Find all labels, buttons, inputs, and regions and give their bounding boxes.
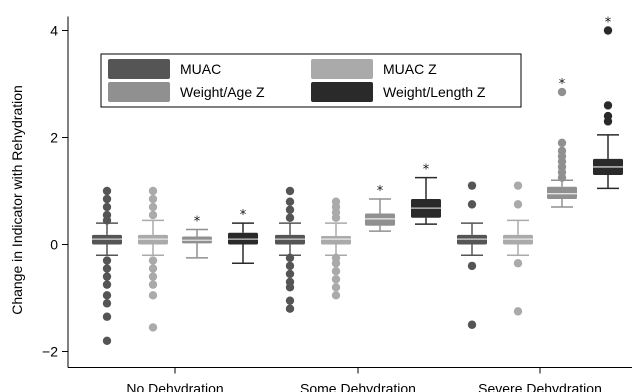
outlier-point [467, 320, 477, 329]
outlier-point [513, 181, 523, 190]
outlier-point [331, 213, 341, 222]
outlier-point [467, 200, 477, 209]
outlier-point [467, 261, 477, 271]
outlier-point [102, 336, 112, 345]
outlier-point [557, 138, 567, 148]
significance-star: * [423, 163, 430, 178]
outlier-point [285, 186, 295, 196]
outlier-point [285, 205, 295, 214]
box-body [365, 213, 395, 226]
box-2-1: * [365, 184, 395, 232]
outlier-point [148, 280, 158, 289]
outlier-point [331, 267, 341, 276]
outlier-point [148, 256, 158, 265]
legend-swatch [311, 59, 373, 79]
outlier-point [557, 146, 567, 156]
outlier-point [102, 216, 112, 225]
legend-item-1: MUAC Z [311, 59, 437, 79]
legend-item-3: Weight/Length Z [311, 82, 486, 102]
outlier-point [603, 111, 613, 121]
outlier-point [285, 213, 295, 222]
outlier-point [603, 26, 613, 35]
box-3-2: * [593, 16, 623, 190]
significance-star: * [605, 16, 612, 31]
y-tick-label: −2 [42, 344, 58, 360]
x-tick-label: Severe Dehydration [478, 381, 602, 392]
box-1-0 [138, 186, 168, 332]
significance-star: * [377, 184, 384, 199]
outlier-point [285, 197, 295, 206]
outlier-point [148, 323, 158, 332]
box-2-2: * [547, 77, 577, 208]
legend-label: MUAC Z [383, 61, 437, 77]
y-tick-label: 2 [50, 130, 58, 146]
x-tick-label: Some Dehydration [300, 381, 416, 392]
outlier-point [557, 87, 567, 97]
outlier-point [285, 253, 295, 263]
outlier-point [102, 280, 112, 289]
box-3-0: * [228, 208, 258, 264]
box-body [321, 235, 351, 245]
outlier-point [603, 101, 613, 110]
outlier-point [331, 291, 341, 300]
outlier-point [285, 269, 295, 279]
box-2-0: * [182, 215, 212, 259]
outlier-point [285, 283, 295, 292]
outlier-point [102, 194, 112, 204]
significance-star: * [194, 215, 201, 230]
legend-swatch [108, 82, 170, 102]
outlier-point [331, 259, 341, 268]
y-tick-label: 0 [50, 237, 58, 253]
outlier-point [148, 272, 158, 281]
legend-item-0: MUAC [108, 59, 221, 79]
box-3-1: * [411, 163, 441, 225]
box-0-0 [92, 186, 122, 345]
outlier-point [148, 210, 158, 220]
legend-swatch [311, 82, 373, 102]
outlier-point [148, 202, 158, 212]
outlier-point [285, 261, 295, 271]
outlier-point [513, 307, 523, 316]
outlier-point [102, 299, 112, 308]
outlier-point [285, 296, 295, 305]
y-axis: −2 0 2 4 [42, 16, 69, 368]
outlier-point [148, 186, 158, 196]
outlier-point [102, 312, 112, 321]
outlier-point [148, 264, 158, 273]
x-axis: No Dehydration Some Dehydration Severe Deh… [68, 367, 632, 392]
outlier-point [102, 272, 112, 281]
legend-swatch [108, 59, 170, 79]
outlier-point [285, 304, 295, 313]
plot-area: * * * * * * [92, 16, 623, 345]
y-tick-label: 4 [50, 23, 58, 39]
legend-label: Weight/Length Z [383, 84, 486, 100]
outlier-point [467, 181, 477, 190]
x-tick-label: No Dehydration [126, 381, 223, 392]
outlier-point [102, 186, 112, 196]
significance-star: * [240, 208, 247, 223]
legend-label: Weight/Age Z [180, 84, 265, 100]
box-1-1 [321, 197, 351, 300]
outlier-point [331, 275, 341, 284]
outlier-point [148, 194, 158, 204]
box-0-1 [275, 186, 305, 313]
outlier-point [102, 264, 112, 273]
box-0-2 [457, 181, 487, 329]
legend: MUAC MUAC Z Weight/Age Z Weight/Length Z [100, 53, 522, 108]
significance-star: * [559, 77, 566, 92]
outlier-point [331, 283, 341, 292]
outlier-point [513, 200, 523, 209]
outlier-point [102, 291, 112, 300]
outlier-point [148, 291, 158, 300]
outlier-point [102, 202, 112, 212]
legend-label: MUAC [180, 61, 221, 77]
box-1-2 [503, 181, 533, 316]
y-axis-title: Change in Indicator with Rehydration [9, 85, 25, 315]
outlier-point [102, 256, 112, 265]
legend-item-2: Weight/Age Z [108, 82, 265, 102]
box-body [547, 186, 577, 200]
outlier-point [513, 259, 523, 268]
